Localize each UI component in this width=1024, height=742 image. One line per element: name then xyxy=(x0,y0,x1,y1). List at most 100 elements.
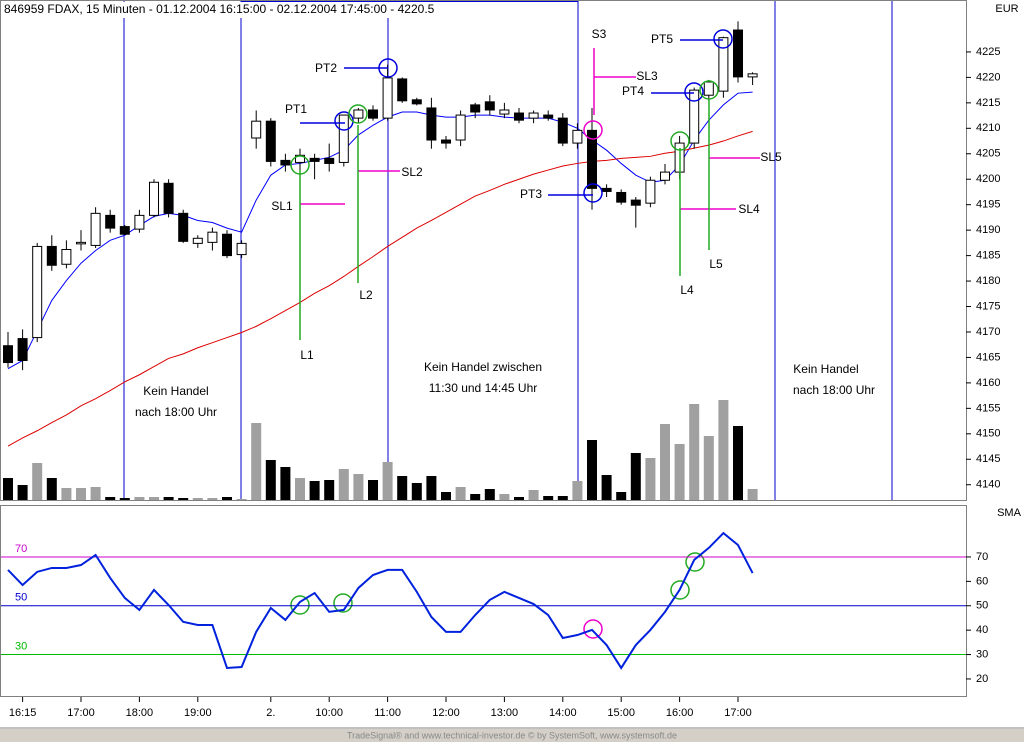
volume-bar xyxy=(105,497,116,500)
candle-body xyxy=(718,37,729,92)
candle-body xyxy=(689,89,700,144)
y-tick-label: 20 xyxy=(976,673,988,685)
candle-body xyxy=(733,29,743,78)
x-tick-label: 12:00 xyxy=(432,707,460,719)
candle-body xyxy=(514,112,524,121)
candle-body xyxy=(163,182,174,214)
candle-body xyxy=(149,181,159,216)
volume-bar xyxy=(119,498,130,500)
volume-bar xyxy=(32,463,43,500)
y-tick-label: 4150 xyxy=(976,428,1000,440)
candle-body xyxy=(236,242,247,256)
y-tick-label: 4200 xyxy=(976,173,1000,185)
volume-bar xyxy=(382,462,393,500)
candle-body xyxy=(32,245,43,339)
x-tick-label: 17:00 xyxy=(724,707,752,719)
candle-body xyxy=(368,109,378,119)
candle-body xyxy=(411,99,422,105)
annotation: 11:30 und 14:45 Uhr xyxy=(429,381,538,395)
volume-bar xyxy=(178,498,189,500)
candle-body xyxy=(587,129,597,189)
candle-body xyxy=(543,114,554,119)
candle-body xyxy=(455,114,466,141)
x-tick-label: 17:00 xyxy=(67,707,95,719)
volume-bar xyxy=(689,404,700,500)
line-series xyxy=(7,531,754,670)
rsi-layer: 70 50 30 xyxy=(0,531,966,670)
annotation: S3 xyxy=(592,27,607,41)
volume-bar xyxy=(601,475,612,500)
annotation: PT2 xyxy=(315,61,337,75)
volume-bar xyxy=(587,440,597,500)
y-tick-label: 40 xyxy=(976,624,988,636)
annotation: PT3 xyxy=(520,187,542,201)
volume-bar xyxy=(514,497,524,500)
volume-bar xyxy=(3,478,13,500)
candle-body xyxy=(251,120,262,139)
y-tick-label: 4155 xyxy=(976,402,1000,414)
volume-bar xyxy=(528,490,539,500)
footer-bar xyxy=(0,729,1024,742)
candle-body xyxy=(528,112,539,119)
y-tick-label: 4190 xyxy=(976,224,1000,236)
volume-bar xyxy=(441,492,451,500)
y-tick-label: 4185 xyxy=(976,250,1000,262)
candle-body xyxy=(382,77,393,119)
y-tick-label: 4220 xyxy=(976,71,1000,83)
annotation: SL4 xyxy=(738,202,760,216)
level-label: 70 xyxy=(15,543,27,555)
candle-body xyxy=(280,159,291,166)
y-tick-label: 4180 xyxy=(976,275,1000,287)
ma-layer xyxy=(7,91,753,447)
volume-bar xyxy=(90,487,101,500)
volume-bar xyxy=(733,426,743,500)
volume-bar xyxy=(645,458,656,500)
volume-bar xyxy=(470,494,481,500)
candle-body xyxy=(557,117,568,144)
candle-body xyxy=(572,129,583,144)
label-layer: 4140 4145 4150 4155 4160 4165 4170 4175 4180 4185… xyxy=(9,27,1001,719)
y-tick-label: 30 xyxy=(976,648,988,660)
y-tick-label: 50 xyxy=(976,600,988,612)
volume-bar xyxy=(616,492,627,500)
volume-bar xyxy=(17,485,28,500)
x-tick-label: 19:00 xyxy=(184,707,212,719)
volume-bar xyxy=(674,444,685,500)
volume-bar xyxy=(222,497,232,500)
trade-marks xyxy=(290,29,760,639)
y-tick-label: 60 xyxy=(976,575,988,587)
volume-bar xyxy=(426,476,437,500)
candle-body xyxy=(207,231,218,243)
candle-body xyxy=(338,114,349,163)
candle-body xyxy=(484,101,495,111)
candle-body xyxy=(747,73,758,78)
y-tick-label: 4145 xyxy=(976,453,1000,465)
x-tick-label: 14:00 xyxy=(549,707,577,719)
x-tick-label: 13:00 xyxy=(491,707,519,719)
volume-bar xyxy=(309,481,320,500)
volume-bar xyxy=(295,478,305,500)
annotation: SL1 xyxy=(271,199,293,213)
x-tick-label: 16:00 xyxy=(666,707,694,719)
annotation: nach 18:00 Uhr xyxy=(135,405,217,419)
x-tick-label: 18:00 xyxy=(126,707,154,719)
annotation: SL2 xyxy=(401,165,423,179)
candle-body xyxy=(3,345,13,364)
volume-bar xyxy=(324,480,335,500)
candle-body xyxy=(645,179,656,204)
y-tick-label: 4140 xyxy=(976,479,1000,491)
y-tick-label: 4195 xyxy=(976,199,1000,211)
annotation: L1 xyxy=(300,348,314,362)
volume-bar xyxy=(455,487,466,500)
volume-bar xyxy=(557,496,568,500)
candle-body xyxy=(601,187,612,192)
footer: TradeSignal® and www.technical-investor.… xyxy=(347,730,677,740)
annotation: SL3 xyxy=(636,69,658,83)
candle-body xyxy=(660,171,670,181)
volume-bar xyxy=(572,481,583,500)
volume-bar xyxy=(397,476,408,500)
volume-bar xyxy=(543,496,554,500)
volume-bar xyxy=(207,498,218,500)
